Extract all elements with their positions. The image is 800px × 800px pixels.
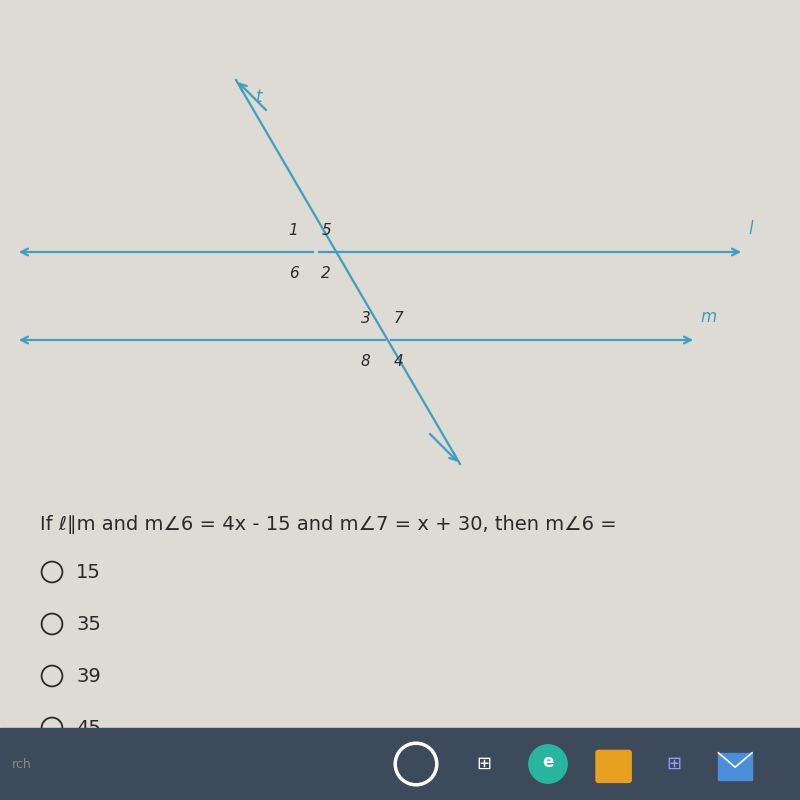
Text: e: e	[542, 754, 554, 771]
Text: 35: 35	[76, 614, 101, 634]
Text: l: l	[748, 219, 753, 238]
Text: 8: 8	[361, 354, 370, 370]
Circle shape	[529, 745, 567, 783]
Text: rch: rch	[12, 758, 32, 770]
Text: t: t	[256, 88, 262, 106]
Text: m: m	[700, 308, 716, 326]
FancyBboxPatch shape	[718, 753, 752, 780]
Text: 39: 39	[76, 666, 101, 686]
Bar	[0, 728, 800, 800]
Text: 1: 1	[289, 222, 298, 238]
FancyBboxPatch shape	[596, 750, 631, 782]
Text: 7: 7	[394, 310, 403, 326]
Text: 2: 2	[322, 266, 331, 282]
Text: 15: 15	[76, 562, 101, 582]
Text: 6: 6	[289, 266, 298, 282]
Text: 4: 4	[394, 354, 403, 370]
Text: 5: 5	[322, 222, 331, 238]
Text: 3: 3	[361, 310, 370, 326]
Text: 45: 45	[76, 718, 101, 738]
Text: If ℓ∥m and m∠6 = 4x - 15 and m∠7 = x + 30, then m∠6 =: If ℓ∥m and m∠6 = 4x - 15 and m∠7 = x + 3…	[40, 514, 617, 534]
Text: ⊞: ⊞	[666, 755, 681, 773]
Text: ⊞: ⊞	[477, 755, 491, 773]
